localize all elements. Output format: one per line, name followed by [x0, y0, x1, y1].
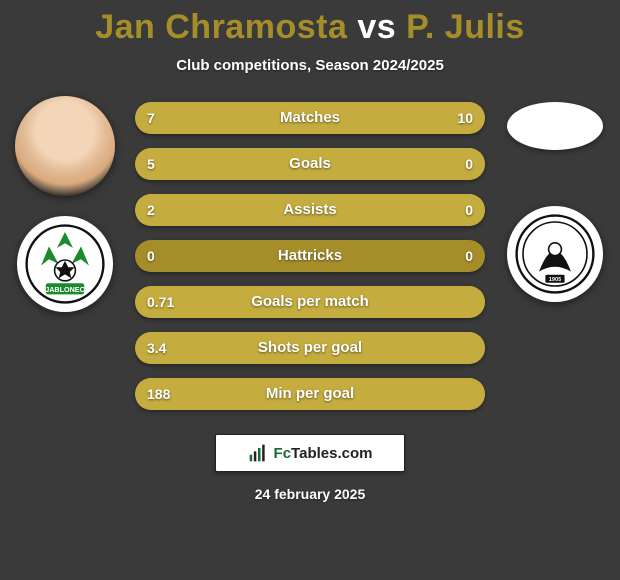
hradec-badge-icon: 1905 — [515, 214, 595, 294]
stat-label: Goals per match — [135, 286, 485, 318]
page-title: Jan Chramosta vs P. Julis — [0, 0, 620, 47]
stat-label: Shots per goal — [135, 332, 485, 364]
svg-text:JABLONEC: JABLONEC — [45, 285, 85, 294]
stat-bar: 188Min per goal — [135, 378, 485, 410]
comparison-panel: JABLONEC 1905 7Matches10 5Goals0 2Assists0… — [0, 102, 620, 410]
footer-date: 24 february 2025 — [0, 486, 620, 502]
footer-brand-prefix: Fc — [274, 445, 292, 462]
footer-brand-suffix: Tables.com — [291, 445, 372, 462]
title-player2: P. Julis — [406, 8, 525, 46]
stat-bar: 0.71Goals per match — [135, 286, 485, 318]
stat-bar: 3.4Shots per goal — [135, 332, 485, 364]
subtitle: Club competitions, Season 2024/2025 — [0, 57, 620, 74]
stat-value-right: 10 — [457, 102, 473, 134]
stat-value-right: 0 — [465, 240, 473, 272]
stat-bar: 5Goals0 — [135, 148, 485, 180]
stat-label: Hattricks — [135, 240, 485, 272]
title-player1: Jan Chramosta — [95, 8, 347, 46]
footer-brand-badge[interactable]: FcTables.com — [215, 434, 405, 472]
stat-bars: 7Matches105Goals02Assists00Hattricks00.7… — [135, 102, 485, 410]
stat-label: Goals — [135, 148, 485, 180]
svg-text:1905: 1905 — [549, 277, 561, 283]
title-vs: vs — [357, 8, 396, 46]
right-column: 1905 — [500, 96, 610, 302]
stat-label: Matches — [135, 102, 485, 134]
player1-club-badge: JABLONEC — [17, 216, 113, 312]
stat-bar: 0Hattricks0 — [135, 240, 485, 272]
player1-avatar — [15, 96, 115, 196]
left-column: JABLONEC — [10, 96, 120, 312]
jablonec-badge-icon: JABLONEC — [25, 224, 105, 304]
stat-label: Min per goal — [135, 378, 485, 410]
player2-avatar — [507, 102, 603, 150]
stat-bar: 7Matches10 — [135, 102, 485, 134]
stat-label: Assists — [135, 194, 485, 226]
stat-bar: 2Assists0 — [135, 194, 485, 226]
stat-value-right: 0 — [465, 148, 473, 180]
player2-club-badge: 1905 — [507, 206, 603, 302]
fctables-logo-icon — [248, 443, 268, 463]
footer-brand-text: FcTables.com — [274, 445, 373, 462]
stat-value-right: 0 — [465, 194, 473, 226]
